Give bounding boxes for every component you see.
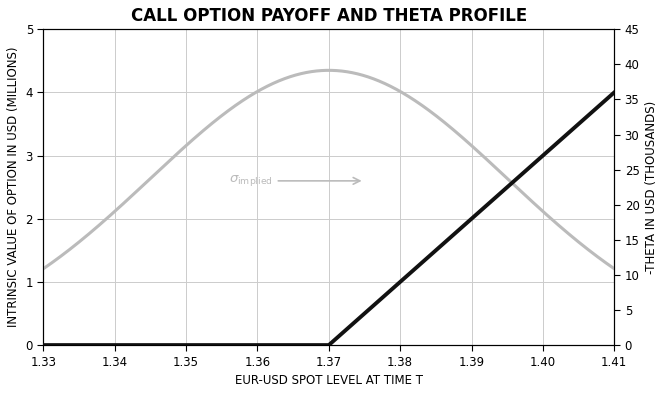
Title: CALL OPTION PAYOFF AND THETA PROFILE: CALL OPTION PAYOFF AND THETA PROFILE: [131, 7, 527, 25]
X-axis label: EUR-USD SPOT LEVEL AT TIME T: EUR-USD SPOT LEVEL AT TIME T: [235, 374, 423, 387]
Text: $\sigma_{\mathrm{implied}}$: $\sigma_{\mathrm{implied}}$: [229, 173, 360, 188]
Y-axis label: -THETA IN USD (THOUSANDS): -THETA IN USD (THOUSANDS): [645, 100, 658, 274]
Y-axis label: INTRINSIC VALUE OF OPTION IN USD (MILLIONS): INTRINSIC VALUE OF OPTION IN USD (MILLIO…: [7, 47, 20, 327]
